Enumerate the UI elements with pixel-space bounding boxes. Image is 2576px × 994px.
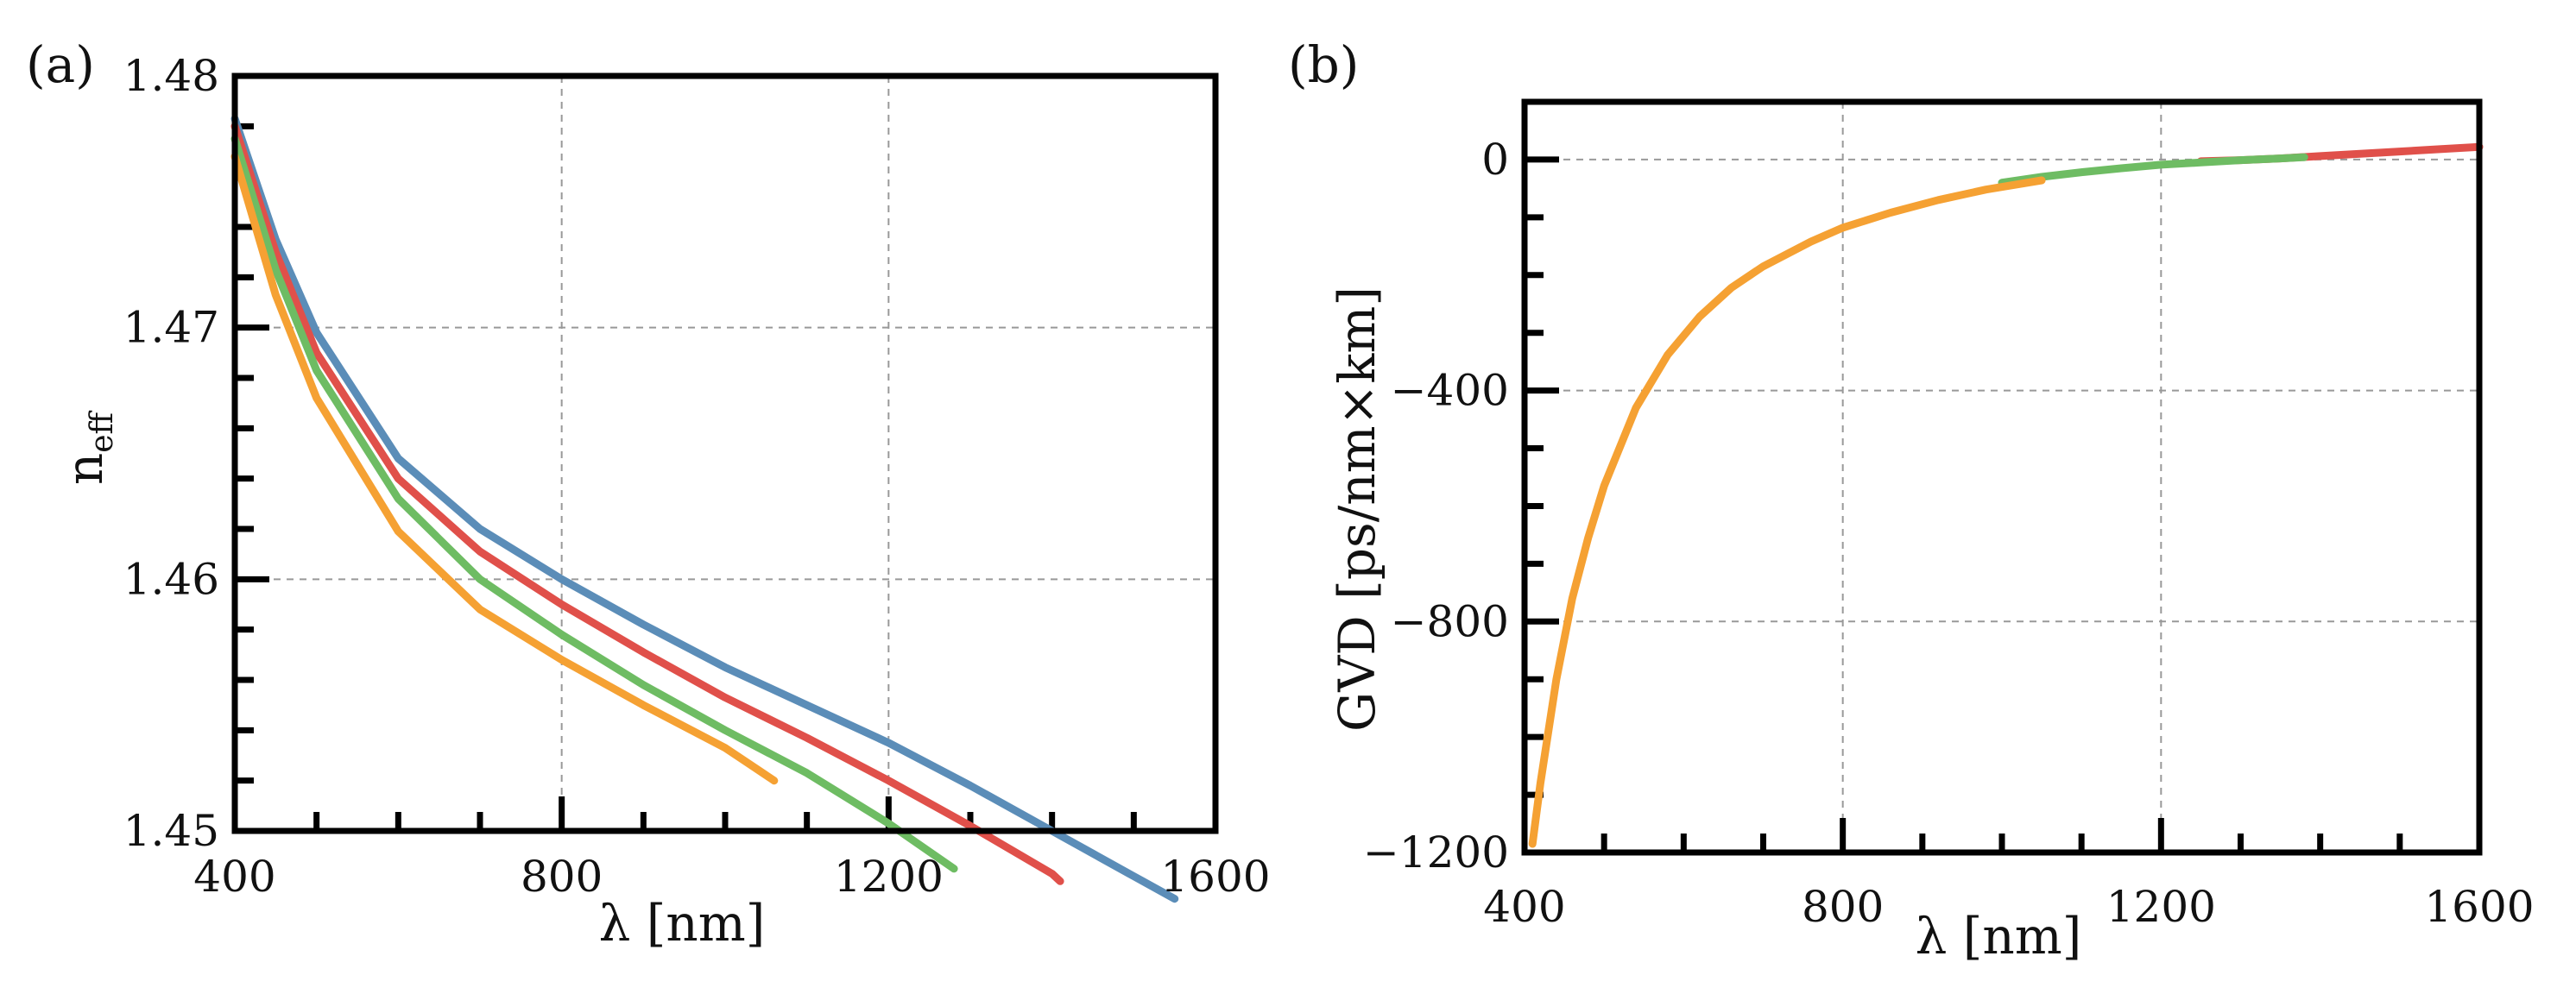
panel-a-y-axis-label-sub: eff <box>85 410 120 452</box>
panel-b-plot-frame <box>1521 98 2483 856</box>
series-line-orange <box>1528 176 2046 848</box>
panel-a-y-axis-label: neff <box>55 410 120 485</box>
y-tick-label: 0 <box>1481 135 1509 185</box>
series-line-blue <box>230 115 1179 903</box>
panel-b-label: (b) <box>1288 35 1359 94</box>
panel-b-gvd-chart: (b) 400 800 1200 1600 −1200 −800 −400 0 λ [nm]… <box>1288 35 2535 966</box>
panel-a-plot-frame <box>231 72 1219 834</box>
panel-b-ticks <box>1521 156 2483 856</box>
y-tick-label: 1.46 <box>123 554 219 604</box>
panel-a-series <box>230 115 1179 903</box>
x-tick-label: 1200 <box>2106 882 2216 932</box>
y-tick-label: −1200 <box>1363 827 1509 878</box>
y-tick-label: 1.47 <box>123 303 219 353</box>
panel-a-label: (a) <box>26 35 95 94</box>
panel-a-x-tick-labels: 400 800 1200 1600 <box>193 852 1270 902</box>
x-tick-label: 1600 <box>2424 882 2534 932</box>
panel-a-grid <box>235 76 1215 831</box>
y-tick-label: −400 <box>1391 366 1509 416</box>
x-tick-label: 800 <box>1802 882 1884 932</box>
panel-b-x-axis-label: λ [nm] <box>1916 907 2082 966</box>
panel-a-x-axis-label: λ [nm] <box>599 894 766 953</box>
y-tick-label: −800 <box>1391 596 1509 646</box>
x-tick-label: 800 <box>521 852 603 902</box>
series-line-green <box>1998 153 2308 187</box>
x-tick-label: 1200 <box>834 852 944 902</box>
x-tick-label: 400 <box>1483 882 1565 932</box>
panel-a-y-axis-label-main: n <box>55 453 114 485</box>
y-tick-label: 1.45 <box>123 806 219 856</box>
x-tick-label: 1600 <box>1160 852 1270 902</box>
panel-b-y-axis-label: GVD [ps/nm×km] <box>1328 286 1386 732</box>
series-line-green <box>230 135 958 873</box>
panel-b-x-tick-labels: 400 800 1200 1600 <box>1483 882 2534 932</box>
panel-a-n-eff-chart: (a) 400 800 1200 1600 1.45 1.46 1.47 1.48 λ [n… <box>26 35 1271 953</box>
panel-b-series <box>1528 142 2484 848</box>
series-line-orange <box>230 152 779 785</box>
panel-b-grid <box>1525 102 2479 852</box>
x-tick-label: 400 <box>193 852 275 902</box>
panel-b-y-tick-labels: −1200 −800 −400 0 <box>1363 135 1509 878</box>
series-line-red <box>230 122 1064 885</box>
y-tick-label: 1.48 <box>123 51 219 101</box>
panel-a-y-tick-labels: 1.45 1.46 1.47 1.48 <box>123 51 219 856</box>
